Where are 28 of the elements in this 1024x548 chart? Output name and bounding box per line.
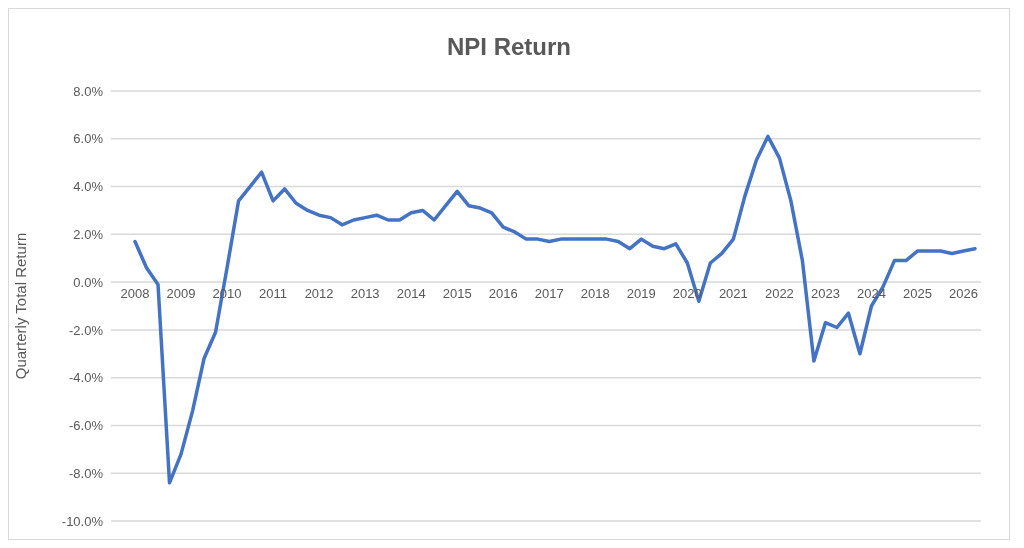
x-tick-label: 2013: [350, 286, 380, 302]
x-tick-label: 2021: [718, 286, 748, 302]
x-tick-label: 2023: [810, 286, 840, 302]
y-tick-label: 6.0%: [73, 131, 104, 147]
x-tick-label: 2022: [764, 286, 794, 302]
x-tick-label: 2008: [120, 286, 150, 302]
x-tick-label: 2014: [396, 286, 426, 302]
y-tick-label: -6.0%: [69, 418, 104, 434]
x-tick-label: 2025: [903, 286, 932, 302]
y-tick-label: -8.0%: [69, 465, 104, 481]
y-tick-label: 2.0%: [73, 226, 104, 242]
x-tick-label: 2011: [259, 286, 288, 302]
y-tick-label: -4.0%: [69, 370, 104, 386]
chart-title: NPI Return: [446, 33, 572, 61]
y-tick-label: -2.0%: [69, 322, 104, 338]
x-tick-label: 2015: [442, 286, 472, 302]
y-axis-title: Quarterly Total Return: [12, 232, 30, 380]
y-tick-label: 8.0%: [73, 83, 104, 99]
x-tick-label: 2019: [626, 286, 656, 302]
x-tick-label: 2018: [580, 286, 610, 302]
x-tick-label: 2009: [166, 286, 196, 302]
y-tick-label: -10.0%: [61, 513, 104, 529]
x-tick-label: 2016: [488, 286, 518, 302]
x-tick-label: 2017: [534, 286, 564, 302]
x-tick-label: 2026: [949, 286, 978, 302]
x-tick-label: 2012: [304, 286, 334, 302]
y-tick-label: 0.0%: [73, 274, 104, 290]
y-tick-label: 4.0%: [73, 179, 104, 195]
